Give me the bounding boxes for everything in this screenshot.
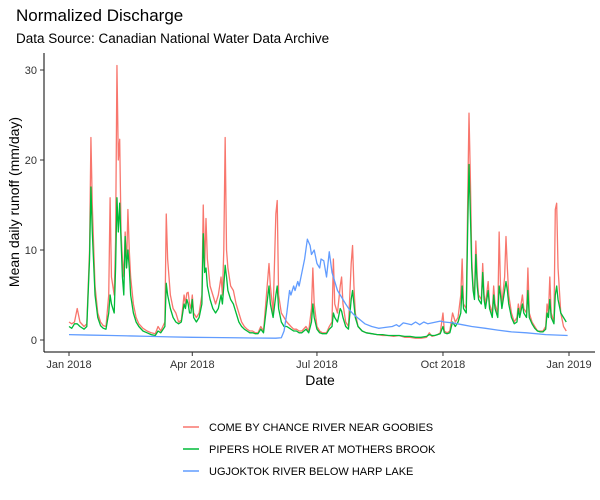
x-tick-label: Apr 2018	[170, 359, 215, 371]
y-tick-label: 30	[25, 65, 37, 77]
series-line-3	[68, 238, 568, 339]
x-tick-label: Jan 2018	[46, 359, 91, 371]
x-axis-ticks: Jan 2018 Apr 2018 Jul 2018 Oct 2018 Jan 2019	[46, 352, 592, 371]
y-tick-label: 20	[25, 155, 37, 167]
legend-label-2: PIPERS HOLE RIVER AT MOTHERS BROOK	[209, 444, 436, 456]
plot-area: Jan 2018 Apr 2018 Jul 2018 Oct 2018 Jan 2019…	[25, 53, 595, 371]
y-tick-label: 10	[25, 245, 37, 257]
chart-title: Normalized Discharge	[16, 6, 183, 25]
series-line-2	[68, 163, 567, 338]
legend-label-3: UGJOKTOK RIVER BELOW HARP LAKE	[209, 466, 413, 478]
y-axis-ticks: 0 10 20 30	[25, 65, 44, 347]
y-axis-title: Mean daily runoff (mm/day)	[6, 117, 22, 287]
legend: COME BY CHANCE RIVER NEAR GOOBIES PIPERS …	[183, 422, 436, 478]
x-tick-label: Jan 2019	[546, 359, 591, 371]
series-group	[68, 64, 568, 339]
legend-label-1: COME BY CHANCE RIVER NEAR GOOBIES	[209, 422, 433, 434]
chart-subtitle: Data Source: Canadian National Water Dat…	[16, 31, 329, 46]
series-line-1	[68, 64, 567, 339]
x-tick-label: Oct 2018	[421, 359, 466, 371]
x-tick-label: Jul 2018	[296, 359, 338, 371]
x-axis-title: Date	[305, 372, 335, 388]
y-tick-label: 0	[31, 335, 37, 347]
